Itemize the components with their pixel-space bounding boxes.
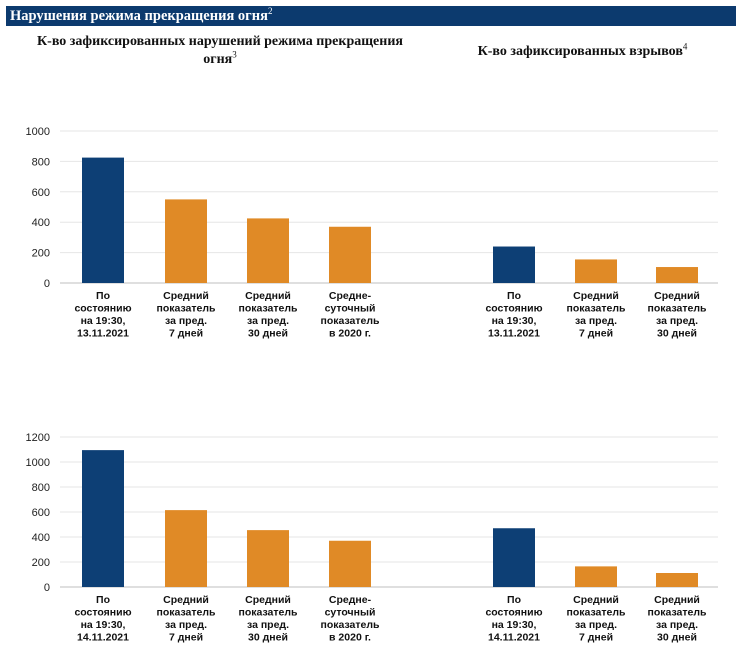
bar (575, 259, 617, 283)
y-tick-label: 1000 (26, 457, 50, 469)
y-tick-label: 0 (44, 278, 50, 290)
category-label: Средний (245, 594, 291, 606)
category-label: 30 дней (657, 328, 697, 340)
category-label: на 19:30, (492, 315, 537, 327)
category-label: суточный (325, 607, 376, 619)
bar (82, 157, 124, 283)
category-label: Средний (245, 290, 291, 302)
y-tick-label: 1200 (26, 432, 50, 444)
category-label: за пред. (165, 315, 207, 327)
category-label: за пред. (575, 619, 617, 631)
category-label: показатель (156, 607, 216, 619)
y-tick-label: 600 (32, 507, 50, 519)
category-label: состоянию (485, 303, 542, 315)
explosions-subtitle-footnote: 4 (682, 41, 688, 52)
category-label: По (96, 594, 110, 606)
bar (493, 528, 535, 587)
category-label: показатель (320, 619, 380, 631)
category-label: на 19:30, (81, 619, 126, 631)
bar (656, 267, 698, 283)
section-banner: Нарушения режима прекращения огня2 (6, 6, 736, 26)
category-label: суточный (325, 303, 376, 315)
explosions-subtitle: К-во зафиксированных взрывов4 (430, 41, 735, 61)
bar (493, 246, 535, 283)
category-label: на 19:30, (492, 619, 537, 631)
category-label: 7 дней (579, 632, 613, 644)
category-label: состоянию (74, 607, 131, 619)
y-tick-label: 1000 (26, 126, 50, 138)
category-label: 13.11.2021 (488, 328, 540, 340)
category-label: 7 дней (169, 632, 203, 644)
bar (329, 540, 371, 587)
category-label: показатель (566, 303, 626, 315)
category-label: Средне- (329, 594, 372, 606)
category-label: показатель (647, 303, 707, 315)
y-tick-label: 400 (32, 532, 50, 544)
bar (82, 450, 124, 587)
category-label: за пред. (165, 619, 207, 631)
category-label: показатель (238, 607, 298, 619)
category-label: Средний (654, 594, 700, 606)
category-label: Средний (163, 594, 209, 606)
bar (165, 199, 207, 283)
category-label: в 2020 г. (329, 328, 371, 340)
category-label: 30 дней (657, 632, 697, 644)
bar (329, 226, 371, 283)
category-label: показатель (156, 303, 216, 315)
y-tick-label: 200 (32, 557, 50, 569)
category-label: Средний (573, 290, 619, 302)
category-label: 14.11.2021 (488, 632, 540, 644)
category-label: Средний (163, 290, 209, 302)
category-label: показатель (238, 303, 298, 315)
category-label: Средний (573, 594, 619, 606)
category-label: По (507, 594, 521, 606)
category-label: за пред. (247, 619, 289, 631)
explosions-subtitle-text: К-во зафиксированных взрывов (477, 44, 683, 59)
bar (165, 510, 207, 587)
section-title-footnote: 2 (267, 6, 273, 17)
bar (656, 573, 698, 587)
category-label: 14.11.2021 (77, 632, 129, 644)
category-label: состоянию (74, 303, 131, 315)
y-tick-label: 200 (32, 248, 50, 260)
section-title: Нарушения режима прекращения огня (10, 8, 268, 24)
violations-subtitle-footnote: 3 (232, 49, 237, 60)
bar (247, 530, 289, 587)
category-label: за пред. (656, 619, 698, 631)
y-tick-label: 800 (32, 482, 50, 494)
y-tick-label: 400 (32, 217, 50, 229)
category-label: По (96, 290, 110, 302)
category-label: 7 дней (169, 328, 203, 340)
category-label: показатель (647, 607, 707, 619)
category-label: состоянию (485, 607, 542, 619)
violations-subtitle: К-во зафиксированных нарушений режима пр… (20, 33, 420, 69)
category-label: 7 дней (579, 328, 613, 340)
y-tick-label: 600 (32, 187, 50, 199)
category-label: за пред. (656, 315, 698, 327)
category-label: показатель (566, 607, 626, 619)
category-label: за пред. (575, 315, 617, 327)
category-label: 30 дней (248, 632, 288, 644)
category-label: за пред. (247, 315, 289, 327)
category-label: 13.11.2021 (77, 328, 129, 340)
bar (575, 566, 617, 587)
category-label: Средне- (329, 290, 372, 302)
category-label: показатель (320, 315, 380, 327)
category-label: По (507, 290, 521, 302)
category-label: Средний (654, 290, 700, 302)
y-tick-label: 800 (32, 156, 50, 168)
bar (247, 218, 289, 283)
category-label: на 19:30, (81, 315, 126, 327)
y-tick-label: 0 (44, 582, 50, 594)
category-label: 30 дней (248, 328, 288, 340)
violations-subtitle-text: К-во зафиксированных нарушений режима пр… (37, 34, 403, 67)
category-label: в 2020 г. (329, 632, 371, 644)
